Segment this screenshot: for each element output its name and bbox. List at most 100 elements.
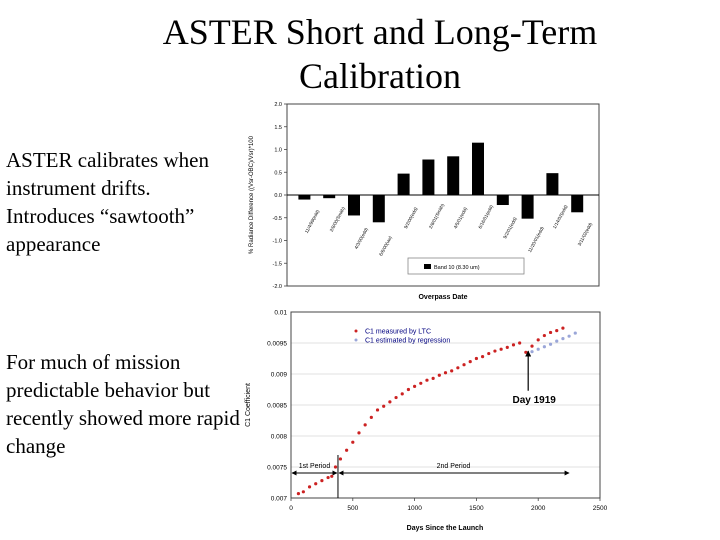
measured-point	[450, 369, 454, 373]
measured-point	[296, 492, 301, 496]
legend-estimated-label: C1 estimated by regression	[365, 338, 450, 345]
measured-point	[505, 345, 509, 349]
measured-point	[406, 387, 411, 392]
measured-point	[499, 347, 503, 351]
measured-point	[307, 485, 312, 489]
measured-point	[468, 360, 472, 364]
bar-9	[496, 195, 509, 206]
bar-4	[372, 195, 385, 223]
measured-point	[555, 329, 559, 333]
measured-point	[437, 373, 441, 377]
period-annotations: 1st Period 2nd Period	[291, 455, 570, 498]
scatter-legend: C1 measured by LTC C1 estimated by regre…	[354, 329, 450, 345]
measured-point	[443, 371, 448, 375]
measured-point	[518, 341, 522, 345]
scatter-y-tick-label: 0.0085	[267, 403, 287, 410]
bar-y-tick-label: 2.0	[274, 102, 282, 108]
bar-3	[348, 195, 360, 216]
first-period-label: 1st Period	[299, 463, 331, 470]
bar-y-tick-label: -1.5	[273, 261, 282, 267]
measured-point	[474, 356, 478, 361]
estimated-point	[555, 339, 559, 343]
measured-point	[425, 378, 429, 382]
bar-5	[397, 173, 410, 195]
measured-point	[363, 423, 367, 427]
measured-point	[400, 392, 404, 396]
estimated-point	[567, 334, 571, 338]
bar-legend-label: Band 10 (8.30 um)	[434, 265, 480, 271]
bar-y-tick-label: 0.5	[274, 170, 282, 176]
measured-point	[345, 448, 349, 452]
measured-point	[375, 408, 380, 412]
measured-point	[388, 400, 392, 404]
scatter-y-tick-label: 0.0075	[267, 465, 287, 472]
legend-measured-label: C1 measured by LTC	[365, 329, 431, 336]
bar-1	[298, 195, 311, 200]
measured-point	[301, 490, 305, 494]
bar-legend: Band 10 (8.30 um)	[407, 257, 525, 275]
measured-point	[338, 457, 343, 461]
measured-point	[561, 326, 565, 330]
scatter-x-tick-label: 0	[289, 505, 293, 512]
bar-y-tick-label: -0.5	[273, 216, 282, 222]
measured-point	[524, 350, 528, 354]
bar-10	[521, 195, 534, 219]
measured-point	[462, 363, 466, 367]
measured-point	[351, 440, 355, 444]
radiance-difference-bar-chart: 2.01.51.00.50.0-0.5-1.0-1.5-2.0 11/4/99(…	[249, 102, 600, 301]
measured-point	[431, 376, 435, 380]
measured-point	[493, 349, 497, 353]
bullet-calibration-drift: ASTER calibrates when instrument drifts.…	[6, 148, 209, 256]
measured-point	[530, 344, 534, 348]
estimated-point	[548, 342, 553, 346]
estimated-point	[530, 350, 534, 354]
measured-point	[456, 366, 460, 370]
measured-point	[394, 395, 398, 400]
scatter-plot-area	[290, 311, 601, 499]
measured-point	[419, 381, 423, 385]
bar-y-tick-label: 1.5	[274, 125, 282, 131]
second-period-label: 2nd Period	[437, 463, 471, 470]
measured-point	[382, 404, 386, 408]
measured-point	[320, 479, 324, 483]
bar-12	[571, 195, 584, 213]
measured-point	[511, 343, 516, 347]
scatter-y-tick-label: 0.007	[271, 496, 288, 503]
bar-y-tick-label: 1.0	[274, 148, 282, 154]
bullet-mission-behavior: For much of mission predictable behavior…	[6, 350, 240, 458]
measured-point	[548, 330, 553, 335]
bar-y-axis-label: % Radiance Difference ((Vsr-OBC)/Vsr)*10…	[249, 135, 255, 254]
bar-2	[323, 195, 336, 199]
estimated-point	[542, 345, 546, 349]
scatter-x-tick-label: 500	[347, 505, 358, 512]
measured-point	[326, 475, 330, 480]
scatter-x-tick-label: 2500	[593, 505, 608, 512]
measured-point	[314, 482, 318, 486]
estimated-point	[573, 331, 577, 335]
scatter-x-axis-label: Days Since the Launch	[407, 525, 484, 532]
day-annotation: Day 1919	[513, 350, 557, 406]
bar-y-tick-label: -1.0	[273, 239, 282, 245]
bar-y-tick-label: 0.0	[274, 193, 282, 199]
bar-7	[447, 156, 460, 195]
scatter-x-tick-label: 2000	[531, 505, 546, 512]
day-1919-label: Day 1919	[513, 395, 557, 406]
measured-point	[487, 351, 491, 356]
bar-11	[546, 173, 559, 195]
estimated-point	[561, 337, 565, 341]
bar-y-tick-label: -2.0	[273, 284, 282, 290]
scatter-y-tick-label: 0.0095	[267, 341, 287, 348]
scatter-y-tick-label: 0.01	[274, 310, 287, 317]
measured-point	[536, 338, 540, 342]
scatter-y-tick-label: 0.008	[271, 434, 288, 441]
scatter-x-tick-label: 1000	[407, 505, 422, 512]
measured-point	[333, 465, 338, 469]
scatter-y-tick-label: 0.009	[271, 372, 288, 379]
measured-point	[542, 333, 546, 338]
measured-point	[480, 355, 485, 359]
estimated-point	[536, 347, 540, 351]
bar-x-axis-label: Overpass Date	[418, 294, 467, 301]
scatter-y-axis-label: C1 Coefficient	[245, 383, 252, 427]
measured-point	[369, 415, 373, 419]
bar-6	[422, 159, 435, 195]
